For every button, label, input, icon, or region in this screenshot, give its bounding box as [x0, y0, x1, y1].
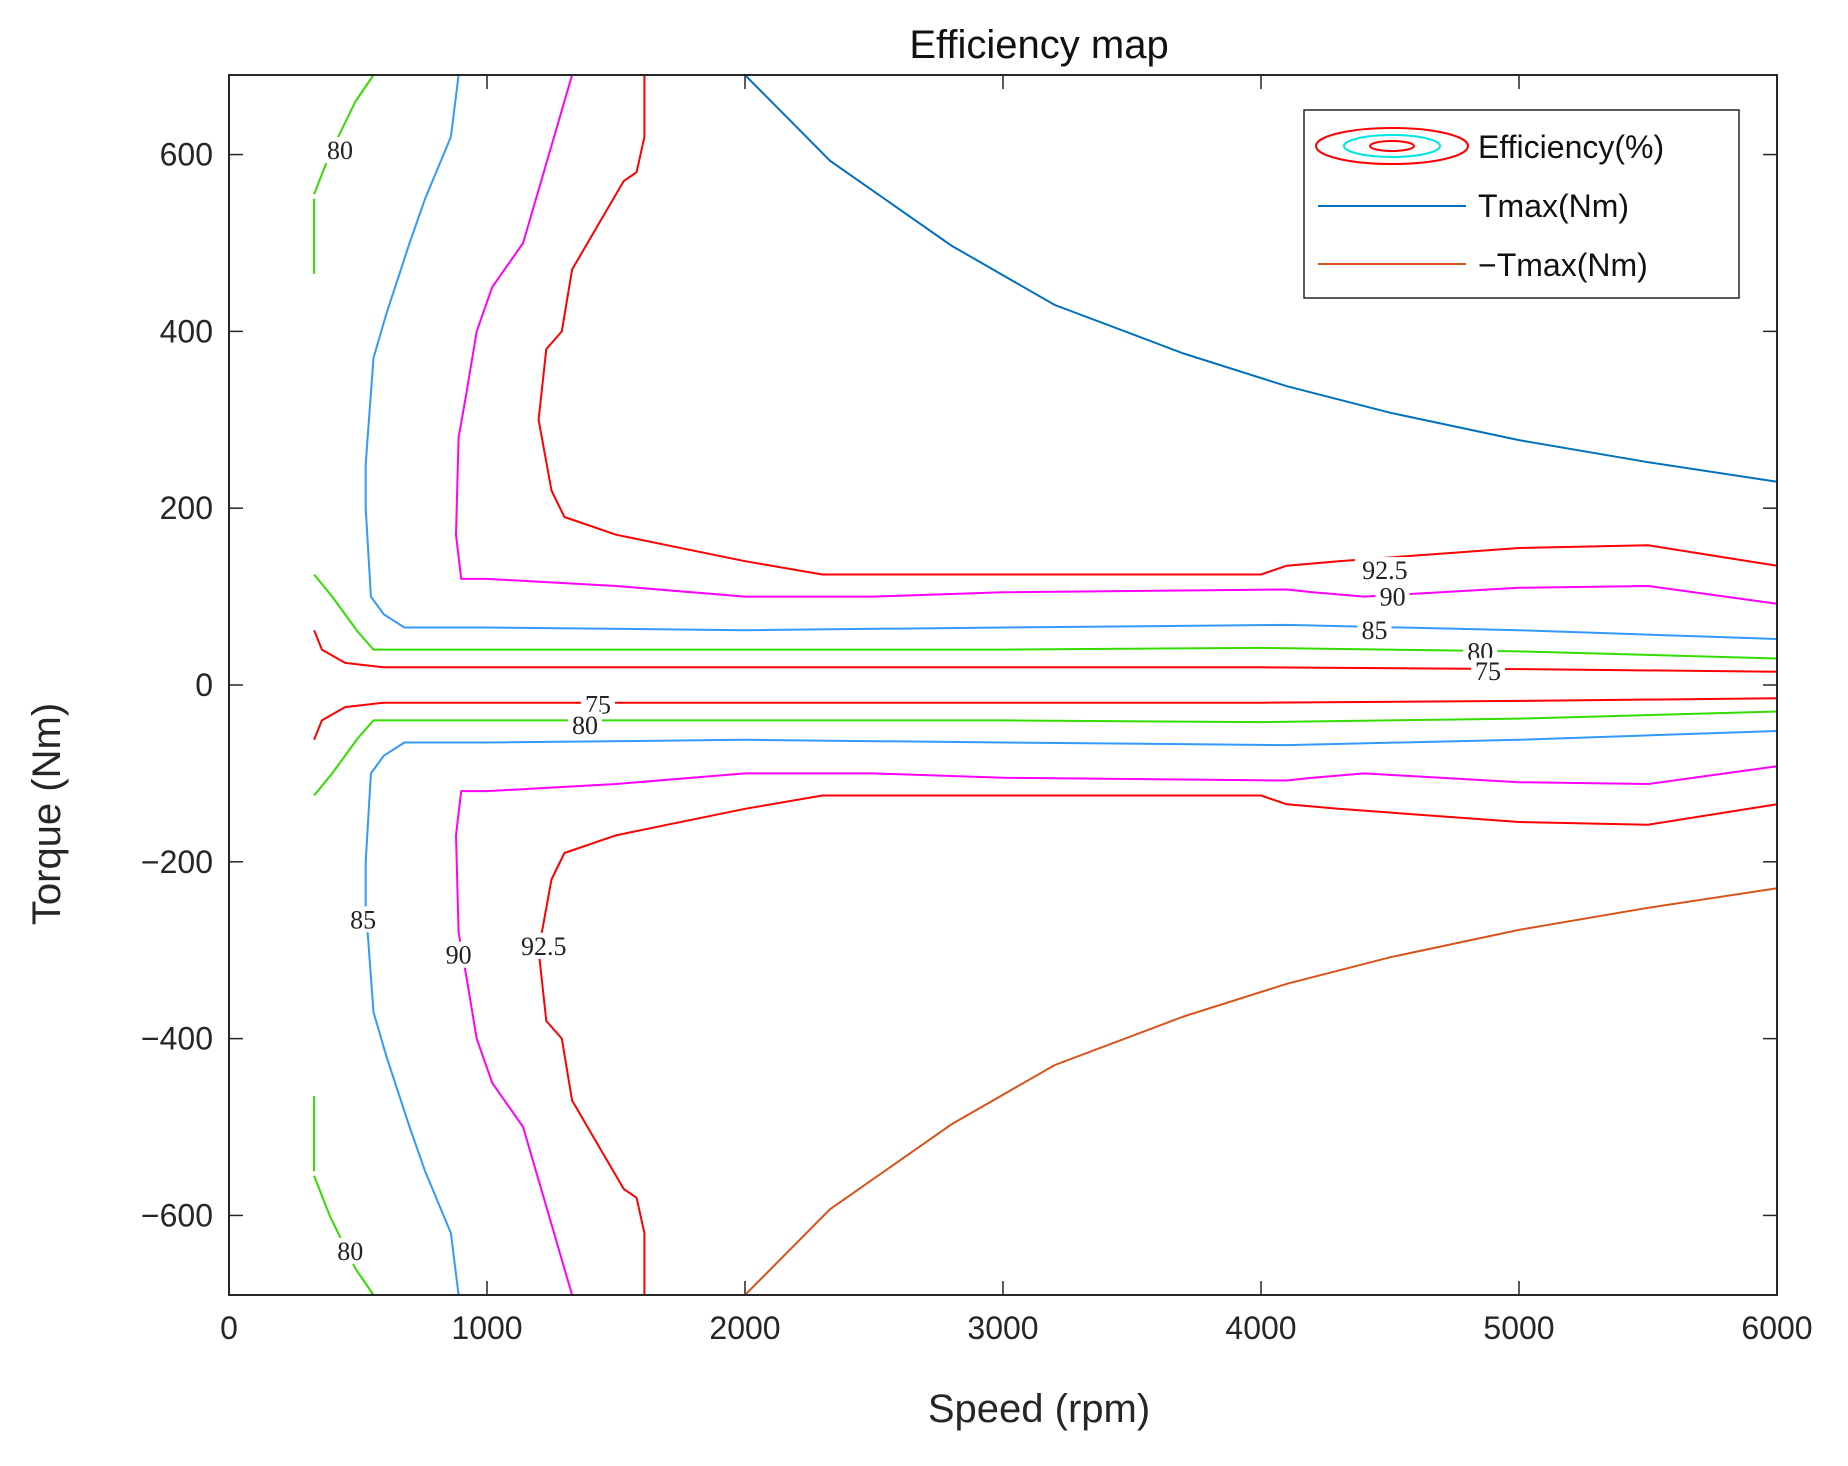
contour-line-90: [455, 74, 1778, 605]
contour-line-92-5: [537, 75, 1778, 576]
contour-label-bg: [513, 932, 574, 959]
contour-label: 80: [327, 136, 353, 165]
x-tick-label: 6000: [1741, 1310, 1812, 1346]
contour-label: 92.5: [1362, 556, 1408, 585]
y-tick-label: 400: [160, 313, 213, 349]
contour-label-bg: [333, 1237, 368, 1264]
contour-label-bg: [322, 137, 357, 164]
contour-label: 90: [446, 941, 472, 970]
legend-entry-neg-tmax: −Tmax(Nm): [1478, 247, 1648, 283]
x-tick-label: 2000: [709, 1310, 780, 1346]
legend-box: [1303, 109, 1740, 299]
legend-contour-icon: [1315, 127, 1469, 165]
series-layer: [229, 74, 1778, 1296]
x-axis-label: Speed (rpm): [928, 1387, 1150, 1431]
contour-label-bg: [568, 711, 603, 738]
y-axis-label: Torque (Nm): [25, 703, 69, 925]
contour-line-80: [313, 710, 1778, 797]
contour-label-bg: [441, 941, 476, 968]
contour-line-75: [313, 629, 1778, 673]
x-tick-label: 5000: [1483, 1310, 1554, 1346]
contour-label: 75: [1475, 657, 1501, 686]
series-line-tmax: [229, 74, 1778, 483]
y-tick-label: 200: [160, 490, 213, 526]
y-tick-label: −200: [141, 844, 213, 880]
legend: Efficiency(%) Tmax(Nm) −Tmax(Nm): [1303, 109, 1740, 299]
x-tick-labels: 0 1000 2000 3000 4000 5000 6000: [220, 1310, 1812, 1346]
y-tick-label: 600: [160, 137, 213, 173]
legend-entry-tmax: Tmax(Nm): [1478, 188, 1629, 224]
contour-line-80: [313, 573, 1778, 660]
contour-line-75: [313, 697, 1778, 741]
y-tick-label: −400: [141, 1021, 213, 1057]
contour-label-bg: [346, 906, 381, 933]
contour-label-bg: [1357, 617, 1392, 644]
y-tick-labels: −600 −400 −200 0 200 400 600: [141, 137, 213, 1234]
contour-label: 80: [337, 1237, 363, 1266]
contour-layer: [313, 74, 1778, 1296]
contour-label: 92.5: [521, 932, 567, 961]
contour-line-80: [313, 74, 375, 195]
chart-title: Efficiency map: [909, 23, 1168, 67]
contour-label: 85: [1362, 616, 1388, 645]
plot-frame: [228, 74, 1778, 1296]
contour-label-bg: [1375, 583, 1410, 610]
contour-line-85: [364, 730, 1778, 1296]
contour-label-bg: [1354, 557, 1415, 584]
x-tick-label: 0: [220, 1310, 238, 1346]
legend-entry-efficiency: Efficiency(%): [1478, 129, 1664, 165]
contour-line-85: [364, 74, 1778, 640]
x-tick-label: 4000: [1225, 1310, 1296, 1346]
contour-label-bg: [1471, 657, 1506, 684]
series-line-neg-tmax: [229, 887, 1778, 1296]
x-tick-label: 3000: [967, 1310, 1038, 1346]
contour-label: 80: [572, 711, 598, 740]
contour-label: 90: [1380, 583, 1406, 612]
contour-label: 85: [350, 905, 376, 934]
y-tick-label: −600: [141, 1197, 213, 1233]
x-tick-label: 1000: [451, 1310, 522, 1346]
contour-line-92-5: [537, 794, 1778, 1295]
axis-ticks: [228, 75, 1778, 1295]
y-tick-label: 0: [195, 667, 213, 703]
contour-line-90: [455, 765, 1778, 1296]
